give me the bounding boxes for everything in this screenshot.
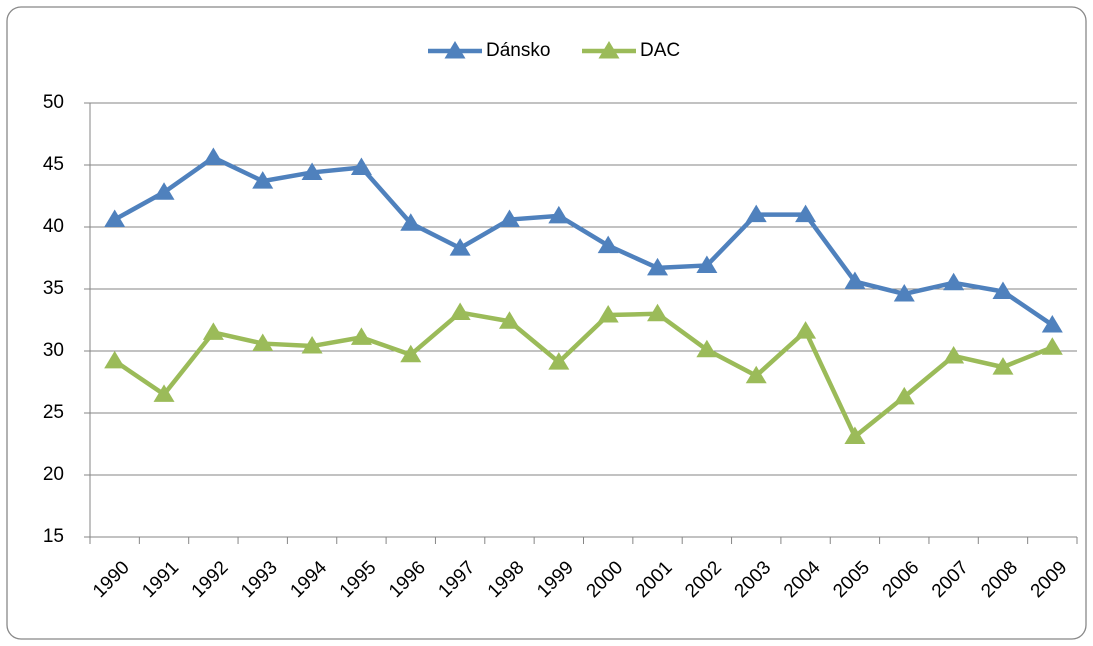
legend-label: Dánsko [486, 40, 550, 61]
chart-frame [6, 6, 1087, 640]
data-point [696, 255, 718, 273]
y-tick-label: 40 [43, 216, 64, 237]
data-point [893, 386, 915, 405]
y-tick-label: 20 [43, 464, 64, 485]
data-point [498, 311, 520, 329]
data-point [449, 238, 471, 256]
data-point [745, 365, 767, 384]
data-point [498, 209, 520, 228]
data-point [202, 147, 224, 166]
data-point [104, 209, 126, 228]
data-point [597, 235, 619, 254]
data-point [400, 344, 422, 363]
data-point [548, 205, 570, 224]
series-line [113, 155, 1054, 327]
data-point [252, 171, 274, 189]
y-tick-label: 15 [43, 526, 64, 547]
data-point [400, 213, 422, 231]
y-tick-label: 35 [43, 278, 64, 299]
y-tick-label: 25 [43, 402, 64, 423]
data-point [202, 322, 224, 340]
legend-marker [598, 41, 620, 59]
data-point [449, 302, 471, 321]
data-point [943, 272, 965, 291]
data-point [696, 339, 718, 358]
data-point [992, 357, 1014, 375]
data-point [795, 321, 817, 339]
data-point [647, 257, 669, 276]
data-point [943, 345, 965, 364]
data-point [893, 283, 915, 302]
data-point [647, 303, 669, 322]
data-point [795, 204, 817, 223]
legend-label: DAC [640, 40, 680, 61]
y-tick-label: 50 [43, 92, 64, 113]
data-point [1041, 314, 1063, 333]
data-point [350, 327, 372, 345]
data-point [153, 182, 175, 200]
data-point [745, 204, 767, 223]
data-point [844, 426, 866, 445]
data-point [844, 271, 866, 290]
data-point [350, 157, 372, 175]
y-tick-label: 30 [43, 340, 64, 361]
data-point [104, 350, 126, 369]
data-point [548, 352, 570, 370]
data-point [301, 162, 323, 180]
data-point [153, 384, 175, 402]
y-tick-label: 45 [43, 154, 64, 175]
data-point [597, 305, 619, 323]
data-point [252, 333, 274, 352]
legend-marker [444, 41, 466, 59]
data-point [992, 281, 1014, 299]
data-point [1041, 337, 1063, 355]
data-point [301, 336, 323, 354]
